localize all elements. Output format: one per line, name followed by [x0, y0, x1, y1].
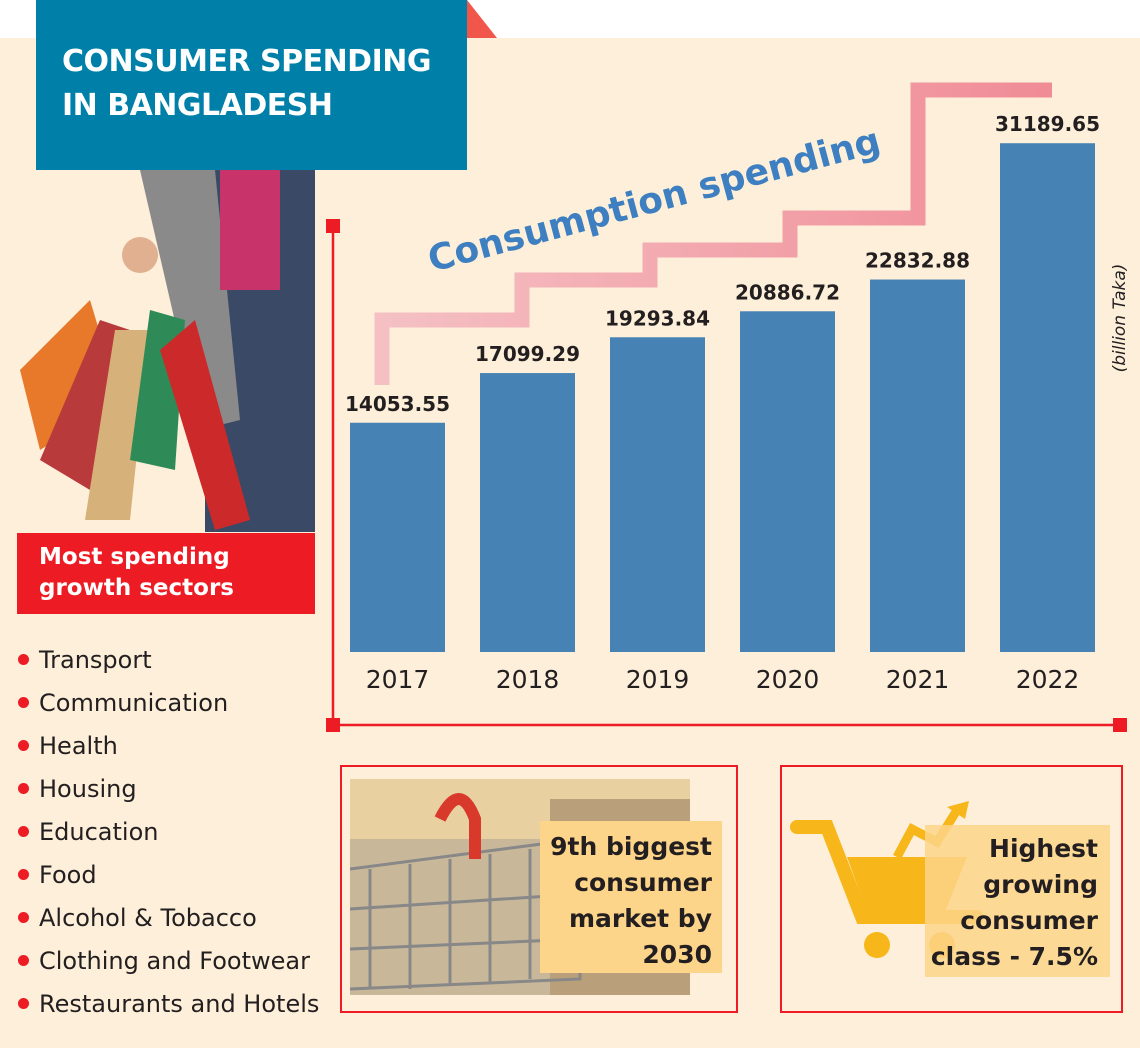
- bar-2019: [610, 337, 705, 652]
- x-tick-label: 2017: [366, 665, 430, 694]
- fact-text: 9th biggest consumer market by 2030: [540, 821, 722, 973]
- sector-label: Education: [39, 817, 159, 846]
- bullet-icon: [18, 783, 29, 794]
- bar-2022: [1000, 143, 1095, 652]
- bullet-icon: [18, 955, 29, 966]
- data-label: 22832.88: [865, 249, 970, 273]
- y-axis-label: (billion Taka): [1110, 264, 1130, 373]
- bullet-icon: [18, 998, 29, 1009]
- sector-label: Communication: [39, 688, 229, 717]
- page-title: CONSUMER SPENDING IN BANGLADESH: [36, 0, 467, 170]
- bar-2018: [480, 373, 575, 652]
- decorative-triangle: [467, 0, 497, 38]
- sector-item: Alcohol & Tobacco: [18, 896, 319, 939]
- axis-end-marker: [1113, 718, 1127, 732]
- bar-2020: [740, 311, 835, 652]
- shopping-bags-photo: [0, 170, 315, 532]
- x-tick-label: 2018: [496, 665, 560, 694]
- bullet-icon: [18, 740, 29, 751]
- bullet-icon: [18, 826, 29, 837]
- fact-card-market: 9th biggest consumer market by 2030: [340, 765, 738, 1013]
- x-tick-label: 2021: [886, 665, 950, 694]
- data-label: 19293.84: [605, 306, 710, 330]
- bullet-icon: [18, 697, 29, 708]
- axis-end-marker: [326, 219, 340, 233]
- sector-item: Clothing and Footwear: [18, 939, 319, 982]
- x-tick-label: 2022: [1016, 665, 1080, 694]
- sector-item: Housing: [18, 767, 319, 810]
- sector-item: Transport: [18, 638, 319, 681]
- sectors-list: Transport Communication Health Housing Educa…: [18, 638, 319, 1025]
- sector-label: Health: [39, 731, 118, 760]
- bullet-icon: [18, 912, 29, 923]
- sector-label: Food: [39, 860, 97, 889]
- x-tick-label: 2020: [756, 665, 820, 694]
- bullet-icon: [18, 869, 29, 880]
- sectors-heading: Most spending growth sectors: [17, 533, 315, 614]
- stair-decoration: [374, 82, 1052, 385]
- bullet-icon: [18, 654, 29, 665]
- fact-text: Highest growing consumer class - 7.5%: [925, 825, 1110, 977]
- sector-label: Alcohol & Tobacco: [39, 903, 257, 932]
- sector-label: Transport: [39, 645, 152, 674]
- sector-label: Housing: [39, 774, 137, 803]
- sector-item: Food: [18, 853, 319, 896]
- axis-end-marker: [326, 718, 340, 732]
- fact-card-growth: Highest growing consumer class - 7.5%: [780, 765, 1123, 1013]
- bar-2017: [350, 422, 445, 652]
- sector-label: Restaurants and Hotels: [39, 989, 320, 1018]
- sector-item: Health: [18, 724, 319, 767]
- sector-label: Clothing and Footwear: [39, 946, 310, 975]
- x-tick-label: 2019: [626, 665, 690, 694]
- data-label: 14053.55: [345, 392, 450, 416]
- data-label: 17099.29: [475, 342, 580, 366]
- bar-2021: [870, 279, 965, 652]
- sector-item: Restaurants and Hotels: [18, 982, 319, 1025]
- sector-item: Education: [18, 810, 319, 853]
- data-label: 31189.65: [995, 112, 1100, 136]
- sector-item: Communication: [18, 681, 319, 724]
- data-label: 20886.72: [735, 280, 840, 304]
